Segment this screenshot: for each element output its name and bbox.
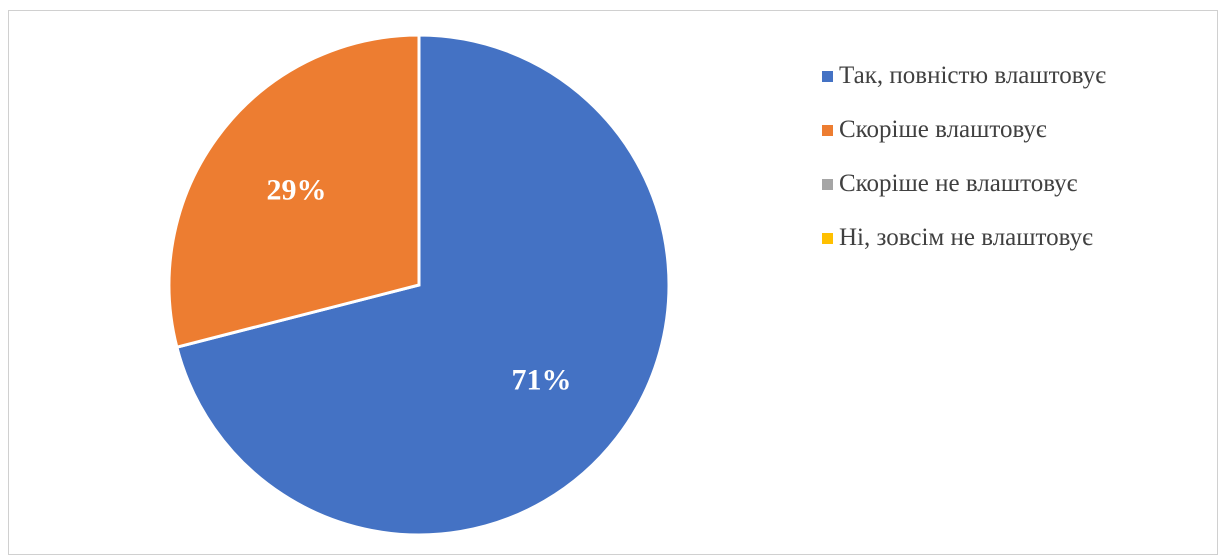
legend-item-not-satisfied: Ні, зовсім не влаштовує <box>822 224 1106 251</box>
legend-item-fully-satisfied: Так, повністю влаштовує <box>822 62 1106 89</box>
pie-slice-1 <box>175 33 671 537</box>
legend-swatch <box>822 70 833 82</box>
legend-item-rather-satisfied: Скоріше влаштовує <box>822 116 1106 143</box>
legend-swatch <box>822 124 833 136</box>
legend-label: Так, повністю влаштовує <box>839 62 1106 89</box>
legend-swatch <box>822 232 833 244</box>
legend-label: Скоріше не влаштовує <box>839 170 1078 197</box>
legend-item-rather-not-satisfied: Скоріше не влаштовує <box>822 170 1106 197</box>
legend-label: Скоріше влаштовує <box>839 116 1047 143</box>
pie-slice-2 <box>167 33 421 349</box>
data-label-2: 29% <box>267 173 327 206</box>
data-label-1: 71% <box>511 364 571 397</box>
chart-area: 71% 29% Так, повністю влаштовує Скоріше в… <box>8 10 1218 555</box>
pie-chart: 71% 29% <box>167 33 671 537</box>
legend-swatch <box>822 178 833 190</box>
legend-label: Ні, зовсім не влаштовує <box>839 224 1093 251</box>
legend: Так, повністю влаштовує Скоріше влаштову… <box>822 62 1106 279</box>
